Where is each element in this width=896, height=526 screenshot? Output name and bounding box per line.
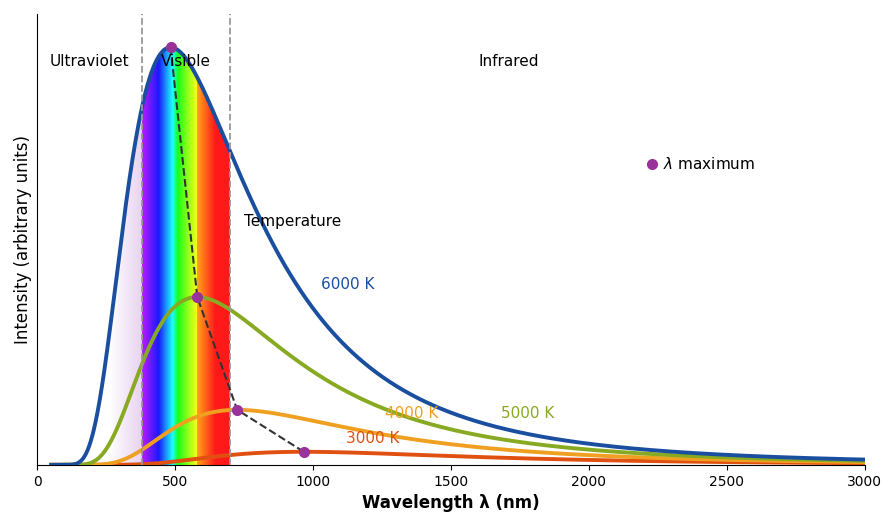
- Y-axis label: Intensity (arbitrary units): Intensity (arbitrary units): [14, 135, 32, 344]
- Text: Visible: Visible: [161, 54, 211, 68]
- Text: Infrared: Infrared: [478, 54, 539, 68]
- Text: 3000 K: 3000 K: [346, 431, 400, 446]
- X-axis label: Wavelength λ (nm): Wavelength λ (nm): [362, 494, 540, 512]
- Text: $\lambda$ maximum: $\lambda$ maximum: [663, 156, 755, 172]
- Text: Ultraviolet: Ultraviolet: [50, 54, 130, 68]
- Text: 5000 K: 5000 K: [501, 406, 554, 421]
- Text: Temperature: Temperature: [245, 214, 341, 229]
- Text: 4000 K: 4000 K: [385, 406, 438, 421]
- Text: 6000 K: 6000 K: [322, 277, 375, 292]
